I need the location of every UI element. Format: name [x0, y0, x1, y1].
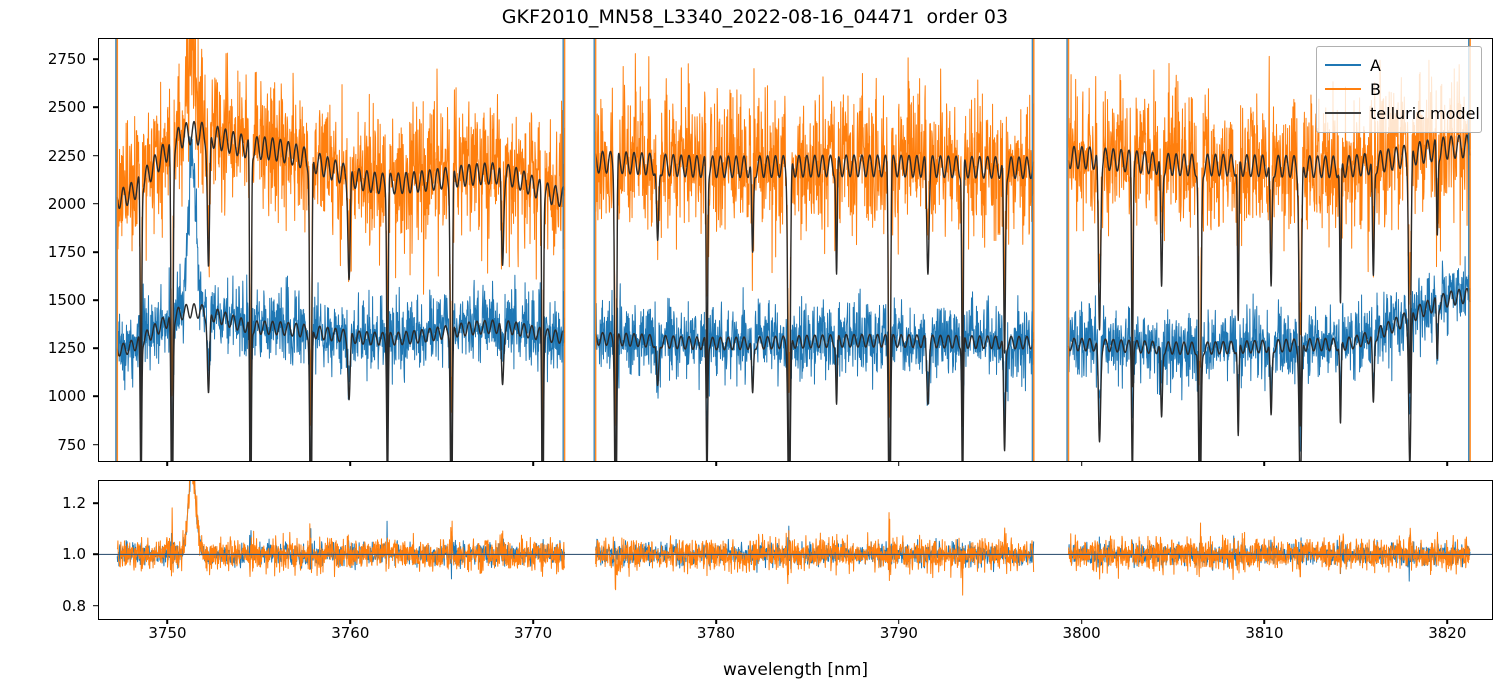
telluric-trace — [116, 303, 566, 461]
wavelength-tick-label: 3760 — [331, 624, 370, 642]
flux-plot-canvas — [115, 39, 1471, 461]
wavelength-tick-mark-upper — [1080, 461, 1083, 466]
flux-trace — [1067, 256, 1471, 461]
flux-tick-mark — [93, 106, 98, 109]
wavelength-tick-label: 3780 — [696, 624, 736, 642]
wavelength-tick-mark-upper — [715, 461, 717, 466]
wavelength-tick-mark — [1446, 619, 1449, 624]
flux-tick-label: 1750 — [47, 242, 86, 261]
residual-tick-mark — [93, 502, 98, 504]
wavelength-tick-label: 3810 — [1245, 624, 1284, 642]
legend-item-b: B — [1325, 77, 1473, 101]
wavelength-tick-mark — [898, 619, 900, 624]
residual-panel — [98, 480, 1493, 620]
flux-tick-label: 1000 — [47, 387, 86, 406]
legend-label-a: A — [1370, 55, 1381, 75]
legend-item-a: A — [1325, 53, 1473, 77]
telluric-model-over-a — [116, 287, 1471, 461]
wavelength-tick-mark-upper — [166, 461, 169, 466]
flux-tick-label: 1500 — [47, 291, 86, 310]
legend-label-telluric: telluric model — [1370, 103, 1480, 123]
flux-tick-mark — [93, 347, 98, 350]
flux-tick-label: 2250 — [47, 146, 86, 165]
flux-tick-mark — [93, 299, 98, 301]
flux-series-b — [116, 39, 1471, 433]
wavelength-tick-mark — [349, 619, 352, 624]
telluric-trace — [594, 331, 1035, 461]
flux-tick-mark — [93, 395, 98, 398]
flux-trace — [1067, 55, 1471, 386]
wavelength-tick-label: 3800 — [1062, 624, 1101, 642]
wavelength-tick-label: 3820 — [1428, 624, 1467, 642]
flux-tick-mark — [93, 202, 98, 205]
flux-tick-label: 2500 — [47, 98, 86, 117]
wavelength-tick-mark-upper — [532, 461, 534, 466]
wavelength-tick-mark — [715, 619, 717, 624]
wavelength-tick-mark-upper — [1263, 461, 1266, 466]
residual-trace — [1067, 522, 1471, 580]
residual-series-b — [116, 481, 1471, 596]
wavelength-tick-mark — [1263, 619, 1266, 624]
legend: A B telluric model — [1316, 46, 1482, 133]
flux-tick-label: 750 — [57, 435, 86, 454]
residual-plot-canvas — [99, 481, 1492, 596]
residual-trace — [116, 481, 566, 578]
legend-label-b: B — [1370, 79, 1381, 99]
telluric-trace — [594, 150, 1035, 461]
legend-swatch-telluric — [1325, 112, 1361, 114]
wavelength-tick-label: 3790 — [879, 624, 918, 642]
telluric-trace — [1067, 134, 1471, 461]
flux-tick-label: 1250 — [47, 339, 86, 358]
telluric-trace — [116, 120, 566, 461]
wavelength-tick-mark-upper — [898, 461, 900, 466]
flux-tick-label: 2000 — [47, 194, 86, 213]
legend-swatch-b — [1325, 88, 1361, 90]
residual-tick-label: 1.0 — [62, 545, 86, 564]
telluric-trace — [1067, 287, 1471, 461]
wavelength-tick-mark — [532, 619, 534, 624]
residual-tick-label: 1.2 — [62, 494, 86, 513]
legend-item-telluric: telluric model — [1325, 101, 1480, 125]
wavelength-tick-label: 3770 — [514, 624, 553, 642]
flux-tick-mark — [93, 251, 98, 253]
figure-title: GKF2010_MN58_L3340_2022-08-16_04471 orde… — [501, 6, 1009, 28]
flux-panel — [98, 38, 1493, 462]
wavelength-axis-label: wavelength [nm] — [722, 660, 869, 680]
flux-trace — [116, 136, 566, 461]
residual-tick-label: 0.8 — [62, 596, 86, 615]
wavelength-tick-label: 3750 — [148, 624, 187, 642]
flux-trace — [595, 283, 1035, 461]
flux-tick-mark — [93, 58, 98, 60]
residual-tick-mark — [93, 605, 98, 607]
flux-tick-label: 2750 — [47, 50, 86, 69]
telluric-model-over-b — [116, 120, 1471, 461]
wavelength-tick-mark — [1080, 619, 1083, 624]
flux-tick-mark — [93, 154, 98, 157]
legend-swatch-a — [1325, 64, 1361, 66]
flux-tick-mark — [93, 443, 98, 446]
wavelength-tick-mark-upper — [1446, 461, 1449, 466]
residual-tick-mark — [93, 553, 98, 556]
residual-trace — [595, 512, 1035, 596]
wavelength-tick-mark — [166, 619, 169, 624]
wavelength-tick-mark-upper — [349, 461, 352, 466]
